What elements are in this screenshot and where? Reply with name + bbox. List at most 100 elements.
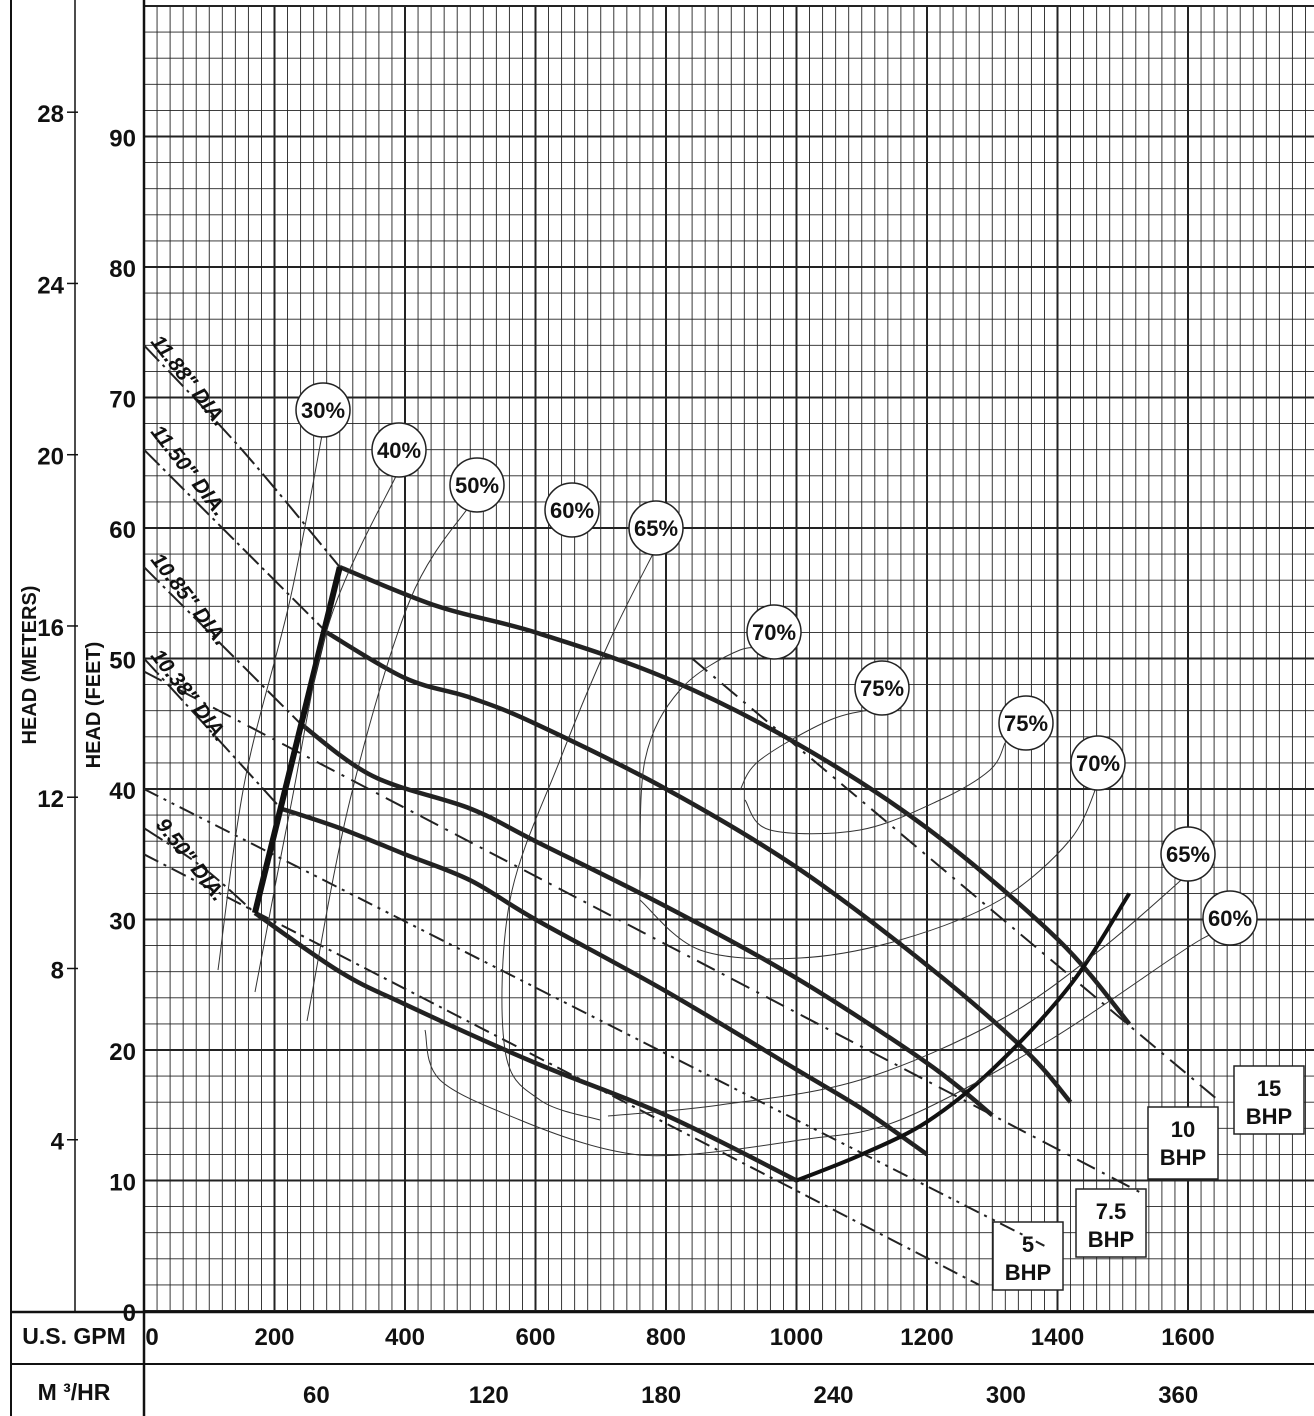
feet-tick-label: 30 [109, 909, 136, 936]
efficiency-bubble [1160, 826, 1216, 882]
diameter-curve [253, 911, 798, 1183]
m3hr-tick-label: 60 [303, 1382, 330, 1409]
meter-tick-label: 8 [51, 957, 64, 984]
gpm-tick-label: 0 [145, 1324, 158, 1351]
efficiency-label: 75% [1004, 711, 1048, 736]
x-axis-label-gpm: U.S. GPM [22, 1323, 126, 1349]
efficiency-bubble [295, 382, 351, 438]
meter-tick-label: 16 [37, 615, 64, 642]
efficiency-label: 50% [455, 473, 499, 498]
gpm-tick-label: 1000 [770, 1324, 823, 1351]
meter-tick-label: 24 [37, 272, 64, 299]
efficiency-label: 65% [1166, 842, 1210, 867]
bhp-label-box [1233, 1065, 1305, 1135]
m3hr-tick-label: 360 [1158, 1382, 1198, 1409]
bhp-line [143, 853, 980, 1286]
y-axis-label-meters: HEAD (METERS) [19, 586, 41, 745]
efficiency-contour [254, 469, 400, 993]
efficiency-bubble [1070, 735, 1126, 791]
gpm-tick-label: 1600 [1161, 1324, 1214, 1351]
efficiency-contour [306, 504, 471, 1022]
bhp-label-box [1147, 1106, 1219, 1180]
efficiency-bubble [998, 695, 1054, 751]
efficiency-bubble [854, 660, 910, 716]
bhp-label-value: 10 [1171, 1117, 1195, 1142]
efficiency-contours: 30% 40% 50% 60% 65% 70% 75% 75% 70% 65% 60% [217, 382, 1258, 1157]
efficiency-contour [607, 873, 1189, 1117]
gpm-tick-label: 1400 [1031, 1324, 1084, 1351]
efficiency-contour [501, 547, 657, 1121]
bhp-label-box [992, 1221, 1064, 1291]
efficiency-bubble [1202, 890, 1258, 946]
bhp-line [691, 657, 1222, 1103]
gpm-tick-label: 800 [646, 1324, 686, 1351]
feet-tick-label: 80 [109, 256, 136, 283]
chart-grid [143, 5, 1314, 1312]
feet-tick-label: 60 [109, 517, 136, 544]
efficiency-bubble [371, 422, 427, 478]
m3hr-tick-label: 180 [641, 1382, 681, 1409]
gpm-tick-label: 400 [385, 1324, 425, 1351]
axis-ticks: 0 10 20 30 40 50 60 70 80 90 4 8 12 16 20 24 28 0 200 400 60… [37, 101, 1214, 1409]
efficiency-label: 30% [301, 398, 345, 423]
bhp-label-unit: BHP [1246, 1104, 1292, 1129]
diameter-curve [299, 721, 994, 1118]
bhp-label-unit: BHP [1005, 1260, 1051, 1285]
meter-tick-label: 4 [51, 1129, 65, 1156]
efficiency-bubble [544, 482, 600, 538]
bhp-line [143, 670, 1143, 1195]
feet-tick-label: 20 [109, 1039, 136, 1066]
bhp-label-box [1075, 1188, 1147, 1258]
feet-tick-label: 90 [109, 126, 136, 153]
efficiency-contour [639, 782, 1099, 960]
chart-frame [10, 0, 1314, 1416]
meter-tick-label: 28 [37, 101, 64, 128]
efficiency-contour [639, 647, 775, 881]
efficiency-label: 40% [377, 438, 421, 463]
bhp-label-unit: BHP [1160, 1145, 1206, 1170]
diameter-curve-extension [143, 827, 256, 914]
feet-tick-label: 70 [109, 387, 136, 414]
min-flow-boundary [252, 566, 343, 914]
diameter-curve-extension [143, 344, 341, 568]
efficiency-label: 60% [550, 498, 594, 523]
feet-tick-label: 10 [109, 1170, 136, 1197]
gpm-tick-label: 200 [254, 1324, 294, 1351]
m3hr-tick-label: 240 [813, 1382, 853, 1409]
meter-tick-label: 12 [37, 786, 64, 813]
efficiency-label: 60% [1208, 906, 1252, 931]
m3hr-tick-label: 300 [986, 1382, 1026, 1409]
efficiency-bubble [628, 500, 684, 556]
x-axis-label-m3hr: M ³/HR [38, 1379, 111, 1405]
efficiency-bubble [746, 604, 802, 660]
bhp-label-unit: BHP [1088, 1227, 1134, 1252]
feet-tick-label: 50 [109, 648, 136, 675]
bhp-label-value: 7.5 [1096, 1199, 1127, 1224]
efficiency-contour [744, 742, 1006, 835]
efficiency-contour [217, 429, 324, 971]
bhp-lines: 5 BHP 7.5 BHP 10 BHP 15 BHP [143, 657, 1305, 1291]
efficiency-bubble [449, 457, 505, 513]
meter-tick-label: 20 [37, 444, 64, 471]
y-axis-label-feet: HEAD (FEET) [83, 642, 105, 769]
diameter-curve-extension [143, 566, 302, 725]
efficiency-contour [739, 707, 883, 791]
efficiency-label: 70% [752, 620, 796, 645]
efficiency-label: 75% [860, 676, 904, 701]
end-of-curve-boundary [795, 892, 1131, 1183]
diameter-curve [338, 565, 1132, 1026]
bhp-label-value: 15 [1257, 1076, 1281, 1101]
efficiency-label: 65% [634, 516, 678, 541]
diameter-curve [325, 630, 1073, 1104]
bhp-label-value: 5 [1022, 1232, 1034, 1257]
diameter-curve-extension [143, 448, 328, 634]
feet-tick-label: 0 [123, 1300, 136, 1327]
efficiency-label: 70% [1076, 751, 1120, 776]
gpm-tick-label: 600 [515, 1324, 555, 1351]
diameter-curve [280, 806, 929, 1157]
m3hr-tick-label: 120 [469, 1382, 509, 1409]
feet-tick-label: 40 [109, 778, 136, 805]
gpm-tick-label: 1200 [900, 1324, 953, 1351]
efficiency-contour [424, 930, 1231, 1157]
